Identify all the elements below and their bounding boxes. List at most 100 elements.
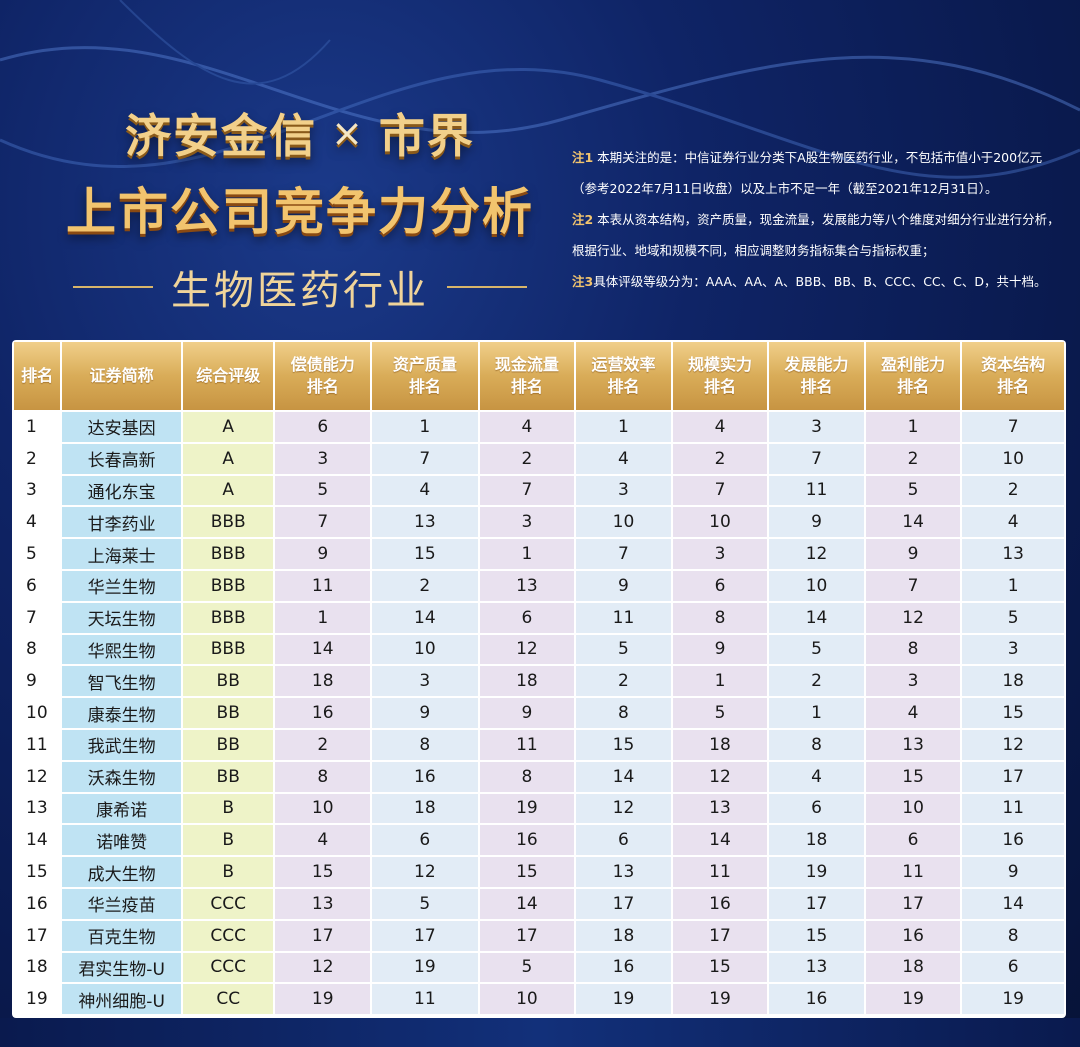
rank-cell: 6 <box>479 602 575 633</box>
note-text: 本表从资本结构，资产质量，现金流量，发展能力等八个维度对细分行业进行分析，根据行… <box>572 212 1060 258</box>
subtitle-divider-left <box>73 286 153 288</box>
security-name-cell: 君实生物-U <box>62 952 181 983</box>
rating-cell: B <box>182 793 274 824</box>
rank-cell: 16 <box>962 825 1064 856</box>
column-header: 运营效率 排名 <box>576 342 671 410</box>
overall-rank-cell: 2 <box>14 443 61 474</box>
rank-cell: 19 <box>865 984 961 1015</box>
column-header: 盈利能力 排名 <box>865 342 961 410</box>
rank-cell: 15 <box>865 761 961 792</box>
rank-cell: 11 <box>769 475 864 506</box>
note-2: 注2 本表从资本结构，资产质量，现金流量，发展能力等八个维度对细分行业进行分析，… <box>572 204 1062 266</box>
rank-cell: 7 <box>962 412 1064 442</box>
rank-cell: 10 <box>672 507 768 538</box>
rank-cell: 1 <box>865 412 961 442</box>
rank-cell: 16 <box>576 952 671 983</box>
rank-cell: 8 <box>962 920 1064 951</box>
overall-rank-cell: 4 <box>14 507 61 538</box>
ranking-table-container: 排名 证券简称 综合评级 偿债能力 排名 资产质量 排名 现金流量 排名 运营效率 排名 规模实力 排名… <box>12 340 1066 1018</box>
rank-cell: 14 <box>769 602 864 633</box>
column-header: 规模实力 排名 <box>672 342 768 410</box>
rank-cell: 16 <box>865 920 961 951</box>
rank-cell: 3 <box>769 412 864 442</box>
rank-cell: 11 <box>672 857 768 887</box>
security-name-cell: 康泰生物 <box>62 698 181 728</box>
column-header-line: 排名 <box>21 366 54 385</box>
table-row: 5 上海莱士 BBB 9 15 1 7 3 12 9 13 <box>14 539 1064 569</box>
rank-cell: 14 <box>962 888 1064 919</box>
brand-cross: × <box>331 111 365 155</box>
footer-strip <box>0 1018 1080 1047</box>
overall-rank-cell: 11 <box>14 729 61 760</box>
rating-cell: BBB <box>182 602 274 633</box>
column-header: 综合评级 <box>182 342 274 410</box>
note-text: 本期关注的是：中信证券行业分类下A股生物医药行业，不包括市值小于200亿元（参考… <box>572 150 1043 196</box>
rank-cell: 18 <box>372 793 478 824</box>
overall-rank-cell: 13 <box>14 793 61 824</box>
rank-cell: 11 <box>372 984 478 1015</box>
security-name-cell: 上海莱士 <box>62 539 181 569</box>
column-header-line: 排名 <box>408 377 441 396</box>
overall-rank-cell: 3 <box>14 475 61 506</box>
security-name-cell: 通化东宝 <box>62 475 181 506</box>
rank-cell: 15 <box>576 729 671 760</box>
rank-cell: 8 <box>576 698 671 728</box>
rank-cell: 3 <box>275 443 371 474</box>
rank-cell: 17 <box>962 761 1064 792</box>
rank-cell: 7 <box>865 570 961 601</box>
column-header-line: 排名 <box>997 377 1030 396</box>
rank-cell: 18 <box>479 666 575 697</box>
rank-cell: 13 <box>576 857 671 887</box>
rank-cell: 17 <box>275 920 371 951</box>
table-row: 9 智飞生物 BB 18 3 18 2 1 2 3 18 <box>14 666 1064 697</box>
rank-cell: 7 <box>275 507 371 538</box>
security-name-cell: 天坛生物 <box>62 602 181 633</box>
rank-cell: 4 <box>576 443 671 474</box>
rank-cell: 7 <box>372 443 478 474</box>
rank-cell: 12 <box>479 634 575 665</box>
rank-cell: 9 <box>372 698 478 728</box>
rating-cell: B <box>182 857 274 887</box>
rank-cell: 14 <box>576 761 671 792</box>
rank-cell: 13 <box>769 952 864 983</box>
security-name-cell: 华熙生物 <box>62 634 181 665</box>
rank-cell: 10 <box>576 507 671 538</box>
rank-cell: 7 <box>479 475 575 506</box>
note-tag: 注3 <box>572 274 594 289</box>
rank-cell: 4 <box>672 412 768 442</box>
rank-cell: 9 <box>769 507 864 538</box>
rating-cell: B <box>182 825 274 856</box>
rating-cell: BB <box>182 698 274 728</box>
rank-cell: 15 <box>372 539 478 569</box>
rank-cell: 13 <box>275 888 371 919</box>
rank-cell: 16 <box>672 888 768 919</box>
main-title: 上市公司竞争力分析 <box>66 183 534 241</box>
column-header: 证券简称 <box>62 342 181 410</box>
rank-cell: 3 <box>479 507 575 538</box>
table-row: 10 康泰生物 BB 16 9 9 8 5 1 4 15 <box>14 698 1064 728</box>
note-1: 注1 本期关注的是：中信证券行业分类下A股生物医药行业，不包括市值小于200亿元… <box>572 142 1062 204</box>
rank-cell: 18 <box>672 729 768 760</box>
rank-cell: 14 <box>479 888 575 919</box>
column-header-line: 偿债能力 <box>290 355 355 374</box>
security-name-cell: 神州细胞-U <box>62 984 181 1015</box>
rank-cell: 19 <box>672 984 768 1015</box>
rank-cell: 10 <box>479 984 575 1015</box>
overall-rank-cell: 12 <box>14 761 61 792</box>
brand-right: 市界 <box>378 109 475 163</box>
rank-cell: 15 <box>962 698 1064 728</box>
rank-cell: 6 <box>962 952 1064 983</box>
rank-cell: 2 <box>769 666 864 697</box>
security-name-cell: 长春高新 <box>62 443 181 474</box>
rank-cell: 1 <box>372 412 478 442</box>
rating-cell: BBB <box>182 570 274 601</box>
rating-cell: BBB <box>182 507 274 538</box>
column-header-line: 排名 <box>306 377 339 396</box>
security-name-cell: 智飞生物 <box>62 666 181 697</box>
rating-cell: BB <box>182 761 274 792</box>
column-header-line: 排名 <box>703 377 736 396</box>
rank-cell: 9 <box>479 698 575 728</box>
rank-cell: 8 <box>672 602 768 633</box>
rank-cell: 1 <box>769 698 864 728</box>
rating-cell: BB <box>182 666 274 697</box>
